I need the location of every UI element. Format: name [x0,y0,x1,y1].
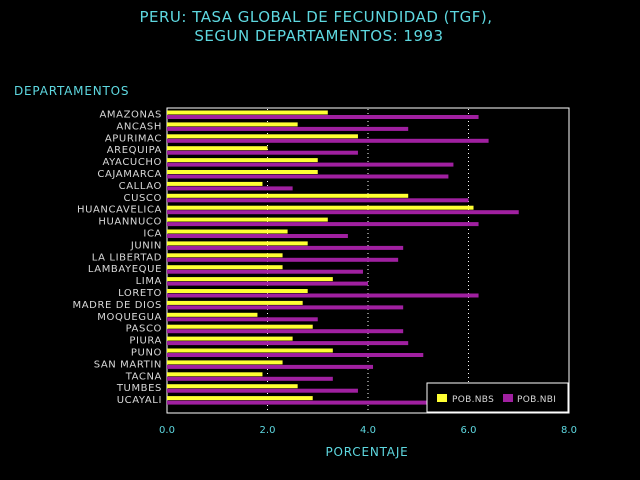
legend-label-nbs: POB.NBS [452,395,494,405]
category-label: LAMBAYEQUE [88,264,162,275]
category-labels: AMAZONASANCASHAPURIMACAREQUIPAAYACUCHOCA… [73,110,162,407]
x-tick-labels: 0.0 2.0 4.0 6.0 8.0 [159,425,577,436]
bar-pob-nbs [167,134,358,139]
category-label: MADRE DE DIOS [73,300,162,311]
bar-pob-nbs [167,396,313,401]
x-tick-label: 6.0 [461,425,477,436]
bar-pob-nbs [167,372,263,377]
category-label: PIURA [129,336,162,347]
bar-pob-nbi [167,317,318,322]
bar-pob-nbi [167,198,469,203]
y-axis-title: DEPARTAMENTOS [14,84,129,98]
bar-pob-nbs [167,277,333,282]
chart-title: PERU: TASA GLOBAL DE FECUNDIDAD (TGF), [139,8,492,26]
bar-pob-nbi [167,210,519,215]
category-label: HUANCAVELICA [77,205,162,216]
category-label: TUMBES [116,383,162,394]
bar-pob-nbi [167,174,449,179]
bar-pob-nbs [167,300,303,305]
bar-pob-nbi [167,150,358,155]
bar-pob-nbs [167,205,474,210]
category-label: MOQUEGUA [97,312,162,323]
bar-pob-nbs [167,193,409,198]
category-label: AREQUIPA [107,145,162,156]
bar-pob-nbi [167,388,358,393]
category-label: CALLAO [119,181,162,192]
x-tick-label: 2.0 [260,425,276,436]
category-label: CUSCO [123,193,162,204]
bar-pob-nbs [167,181,263,186]
bar-pob-nbi [167,281,368,286]
bar-pob-nbs [167,312,258,317]
category-label: UCAYALI [117,395,162,406]
category-label: ICA [143,229,162,240]
legend-box [426,382,569,413]
chart-subtitle: SEGUN DEPARTAMENTOS: 1993 [194,27,443,45]
bar-pob-nbi [167,364,374,369]
category-label: TACNA [125,371,162,382]
bar-pob-nbi [167,138,489,143]
bar-pob-nbs [167,158,318,163]
category-label: JUNIN [130,240,162,251]
category-label: ANCASH [116,121,162,132]
bar-pob-nbi [167,222,479,227]
legend-label-nbi: POB.NBI [517,395,556,405]
bar-pob-nbi [167,400,429,405]
bar-pob-nbs [167,384,298,389]
x-tick-label: 4.0 [360,425,376,436]
bar-pob-nbi [167,269,363,274]
bar-pob-nbs [167,265,283,270]
bar-pob-nbi [167,305,404,310]
category-label: LIMA [136,276,162,287]
bar-pob-nbi [167,353,424,357]
bar-pob-nbi [167,341,409,346]
legend-swatch-nbi [503,394,513,402]
legend-swatch-nbs [437,394,447,402]
x-axis-title: PORCENTAJE [325,445,408,459]
bar-pob-nbs [167,229,288,234]
bar-pob-nbs [167,146,268,151]
bar-pob-nbi [167,115,479,119]
bar-pob-nbs [167,170,318,174]
bar-pob-nbi [167,245,404,250]
bar-pob-nbs [167,253,283,258]
bar-pob-nbs [167,110,328,115]
category-label: AYACUCHO [102,157,162,168]
bar-pob-nbi [167,186,293,191]
bar-pob-nbs [167,348,333,353]
bar-pob-nbi [167,234,348,238]
bar-pob-nbi [167,162,454,167]
category-label: LA LIBERTAD [92,252,162,263]
bar-pob-nbs [167,217,328,222]
category-label: PUNO [131,348,162,359]
bar-pob-nbi [167,293,479,298]
category-label: LORETO [118,288,162,299]
category-label: HUANNUCO [98,217,162,228]
legend: POB.NBS POB.NBI [426,382,569,413]
bar-pob-nbs [167,122,298,127]
bar-pob-nbs [167,324,313,329]
bar-pob-nbi [167,329,404,334]
category-label: APURIMAC [105,133,162,144]
bar-pob-nbs [167,336,293,341]
bars [167,110,519,405]
category-label: AMAZONAS [99,110,162,121]
bar-pob-nbi [167,126,409,131]
bar-pob-nbs [167,289,308,293]
x-tick-label: 0.0 [159,425,175,436]
category-label: CAJAMARCA [97,169,162,180]
bar-pob-nbi [167,257,399,262]
bar-pob-nbs [167,360,283,365]
bar-pob-nbi [167,376,333,381]
bar-pob-nbs [167,241,308,246]
category-label: PASCO [126,324,162,335]
category-label: SAN MARTIN [94,359,162,370]
x-tick-label: 8.0 [561,425,577,436]
